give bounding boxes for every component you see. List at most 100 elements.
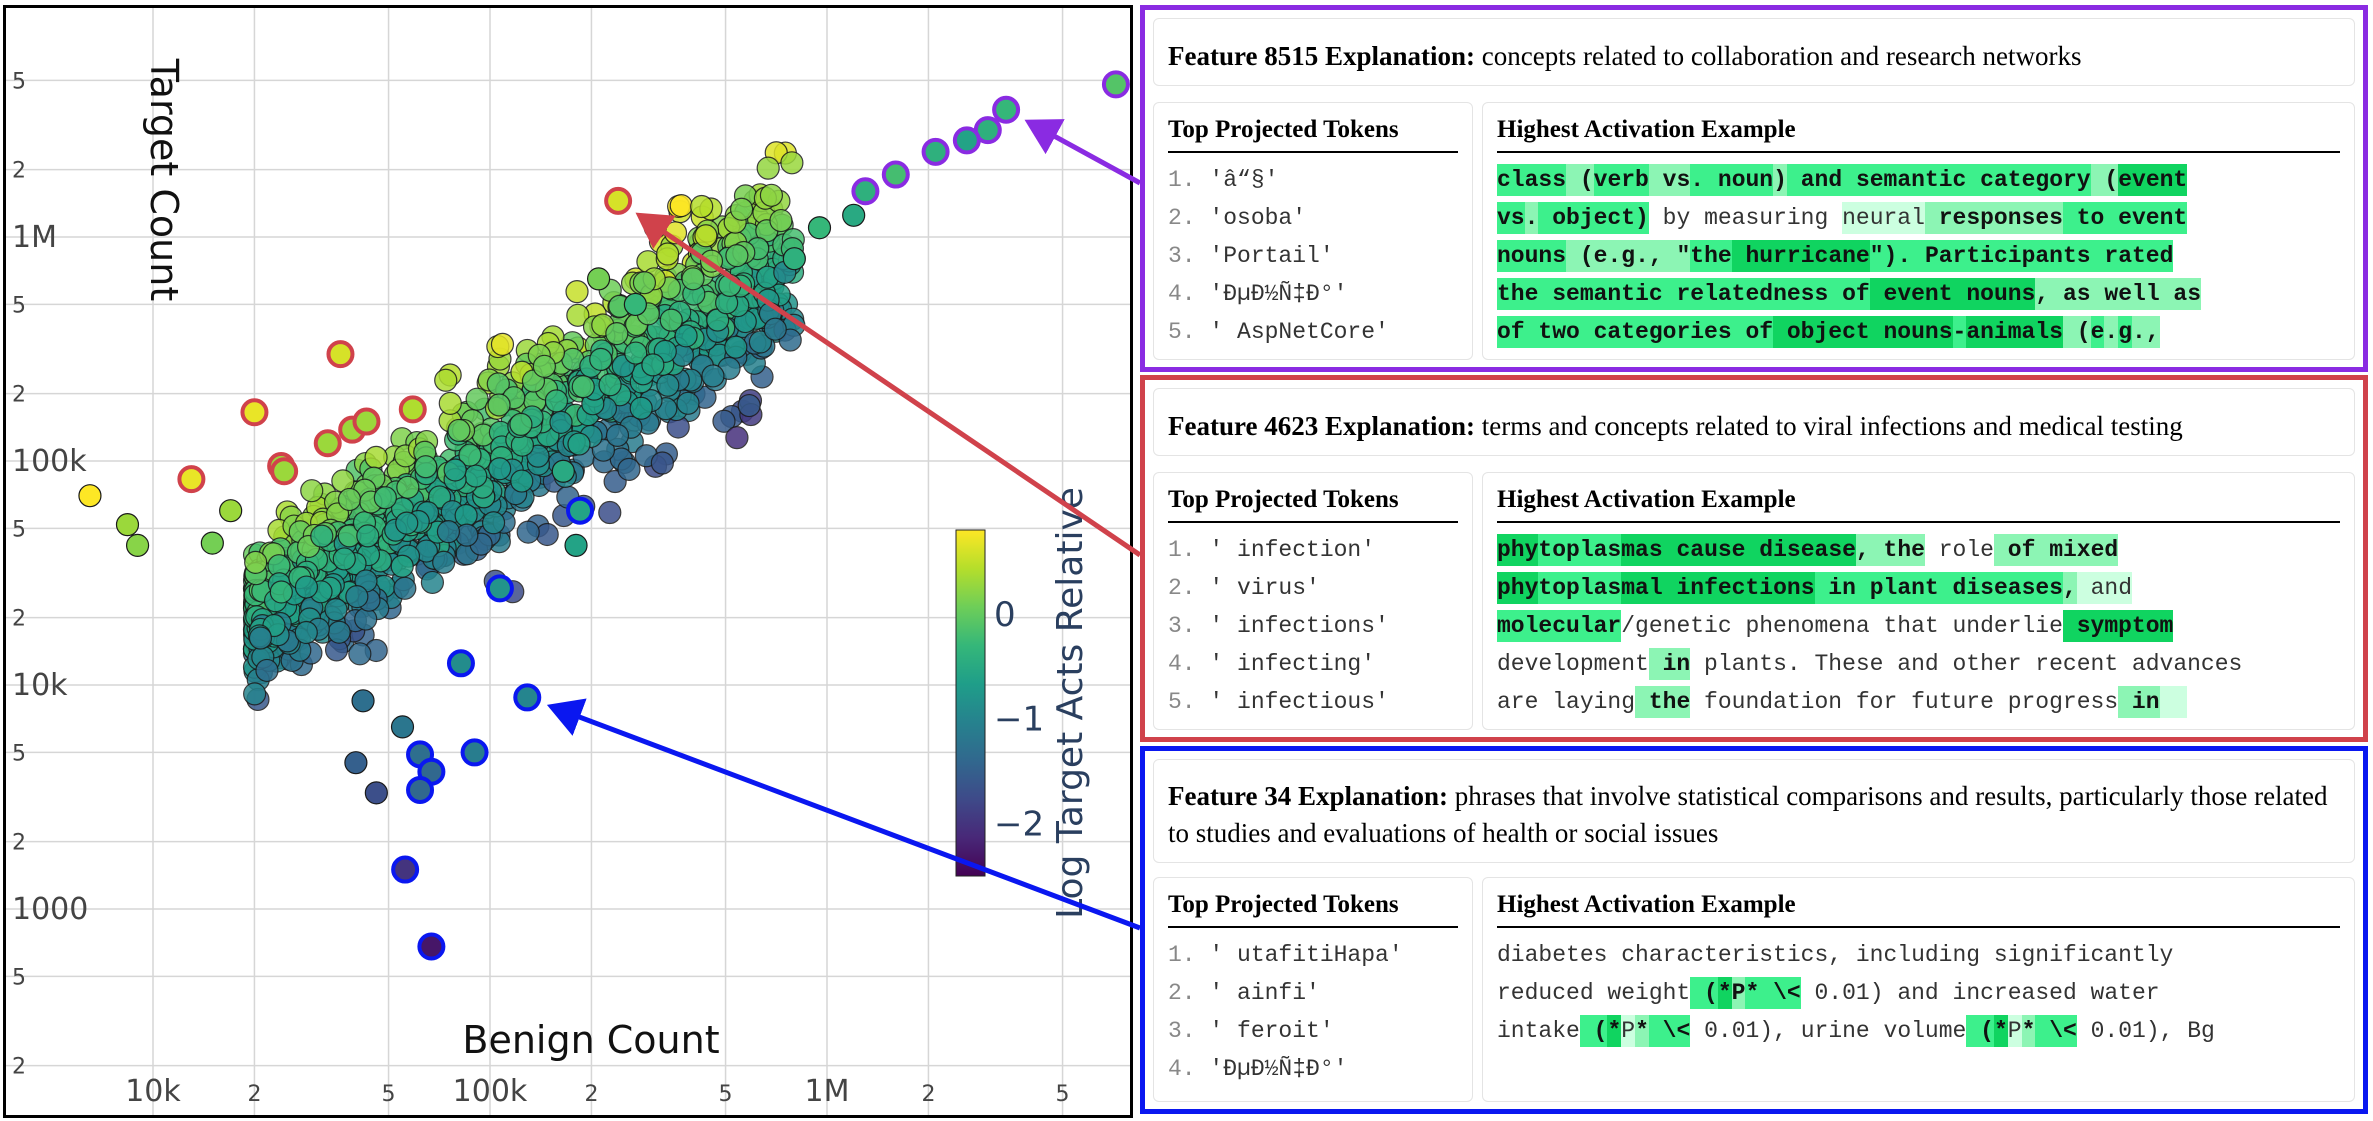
highlighted-point bbox=[921, 137, 950, 166]
activation-token: role bbox=[1924, 537, 1994, 563]
data-point bbox=[571, 375, 595, 399]
data-point bbox=[348, 642, 372, 666]
data-point bbox=[643, 215, 667, 240]
activation-panel: Highest Activation Example diabetes char… bbox=[1482, 877, 2355, 1102]
activation-token: , bbox=[2035, 278, 2050, 310]
highlighted-point bbox=[326, 340, 355, 369]
activation-token: nouns bbox=[1869, 316, 1953, 348]
x-tick-label: 5 bbox=[719, 1082, 733, 1107]
data-point bbox=[605, 423, 630, 447]
activation-token: ( bbox=[1690, 977, 1718, 1009]
data-point bbox=[725, 243, 749, 268]
data-point bbox=[567, 432, 591, 456]
activation-token: , bbox=[1855, 534, 1870, 566]
activation-token: . bbox=[2104, 316, 2119, 348]
data-point bbox=[269, 580, 293, 604]
activation-token: * bbox=[1745, 977, 1760, 1009]
activation-token: nouns bbox=[1497, 240, 1567, 272]
data-point bbox=[763, 317, 787, 341]
data-point bbox=[842, 203, 866, 227]
data-point bbox=[464, 464, 488, 488]
data-point bbox=[454, 503, 478, 528]
activation-token: reduced weight bbox=[1497, 980, 1691, 1006]
activation-token: disease bbox=[1745, 534, 1856, 566]
activation-token: toplas bbox=[1538, 534, 1622, 566]
highlighted-point bbox=[851, 177, 880, 206]
y-tick-label: 2 bbox=[12, 831, 26, 856]
activation-token: * bbox=[1993, 1015, 2008, 1047]
activation-token: "). bbox=[1869, 240, 1912, 272]
data-point bbox=[354, 607, 378, 631]
activation-token: P bbox=[1731, 977, 1746, 1009]
data-point bbox=[78, 484, 102, 508]
feature-title: Feature 8515 Explanation: bbox=[1168, 41, 1476, 71]
data-point bbox=[310, 524, 334, 548]
activation-token: animals bbox=[1966, 316, 2063, 348]
activation-token: foundation for future progress bbox=[1690, 689, 2119, 715]
activation-panel: Highest Activation Example class (verb v… bbox=[1482, 102, 2355, 360]
data-point bbox=[724, 335, 748, 359]
activation-token: plants. These and other recent advances bbox=[1690, 651, 2243, 677]
data-point bbox=[337, 487, 362, 512]
activation-token: the bbox=[1635, 686, 1691, 718]
token-item: 5. ' infectious' bbox=[1168, 689, 1389, 715]
data-point bbox=[701, 364, 725, 388]
highlighted-point bbox=[992, 95, 1021, 124]
data-point bbox=[395, 511, 419, 535]
y-tick-label: 2 bbox=[12, 159, 26, 184]
activation-token: * bbox=[1607, 1015, 1622, 1047]
activation-token: mal bbox=[1621, 572, 1663, 604]
activation-token: " bbox=[1662, 240, 1691, 272]
data-point bbox=[756, 156, 780, 180]
top-tokens-list: 1. ' utafitiHapa' 2. ' ainfi' 3. ' feroit'… bbox=[1168, 936, 1458, 1088]
token-item: 3. ' infections' bbox=[1168, 613, 1389, 639]
activation-token: verb bbox=[1593, 164, 1649, 196]
activation-token: diabetes characteristics, including sign… bbox=[1497, 942, 2174, 968]
token-item: 1. 'â“§' bbox=[1168, 167, 1279, 193]
data-point bbox=[589, 347, 613, 371]
colorbar-title: Log Target Acts Relative bbox=[1050, 487, 1091, 919]
top-tokens-panel: Top Projected Tokens 1. 'â“§' 2. 'osoba' 3… bbox=[1153, 102, 1473, 360]
data-point bbox=[390, 554, 414, 578]
y-tick-label: 5 bbox=[12, 293, 26, 318]
activation-token: and bbox=[1786, 164, 1843, 196]
activation-token: the bbox=[1497, 278, 1539, 310]
token-item: 4. 'ÐµÐ½Ñ‡Ð°' bbox=[1168, 281, 1348, 307]
highlighted-point bbox=[952, 126, 981, 155]
x-tick-label: 2 bbox=[584, 1082, 598, 1107]
activation-token: . bbox=[1524, 202, 1539, 234]
data-point bbox=[125, 533, 150, 557]
token-item: 2. ' virus' bbox=[1168, 575, 1320, 601]
top-tokens-list: 1. ' infection' 2. ' virus' 3. ' infection… bbox=[1168, 531, 1458, 721]
data-point bbox=[420, 570, 445, 595]
highlighted-point bbox=[391, 855, 420, 884]
data-point bbox=[769, 208, 793, 233]
highlighted-point bbox=[513, 683, 542, 712]
highlighted-point bbox=[417, 932, 446, 961]
data-point bbox=[427, 485, 452, 509]
highlighted-point bbox=[313, 429, 342, 458]
scatter-plot: 10k 2 5 100k 2 5 1M 2 52510002510k25100k251M25Be… bbox=[6, 8, 1130, 1115]
activation-token: ( bbox=[1566, 240, 1594, 272]
feature-explanation-text: terms and concepts related to viral infe… bbox=[1481, 411, 2183, 441]
activation-token: toplas bbox=[1538, 572, 1622, 604]
token-item: 3. ' feroit' bbox=[1168, 1018, 1334, 1044]
activation-token: object bbox=[1773, 316, 1870, 348]
scatter-plot-panel: 10k 2 5 100k 2 5 1M 2 5 2 5 1000 2 5 10k 2 5 100k 2 5 1M 2 5 Be… bbox=[3, 5, 1133, 1118]
data-point bbox=[759, 183, 784, 207]
data-point bbox=[780, 151, 804, 175]
data-point bbox=[676, 391, 700, 415]
data-point bbox=[294, 620, 318, 645]
activation-token: event bbox=[2104, 202, 2188, 234]
activation-token: ., bbox=[2132, 316, 2160, 348]
activation-example: phytoplasmas cause disease, the role of … bbox=[1497, 531, 2340, 721]
activation-token: Participants bbox=[1911, 240, 2091, 272]
activation-token: phy bbox=[1497, 572, 1539, 604]
data-point bbox=[243, 682, 267, 706]
activation-token: hurricane bbox=[1731, 240, 1870, 272]
colorbar-tick-label: 0 bbox=[994, 595, 1016, 635]
token-item: 2. 'osoba' bbox=[1168, 205, 1307, 231]
activation-header: Highest Activation Example bbox=[1497, 485, 2340, 523]
data-point bbox=[807, 216, 832, 240]
data-point bbox=[565, 280, 589, 304]
